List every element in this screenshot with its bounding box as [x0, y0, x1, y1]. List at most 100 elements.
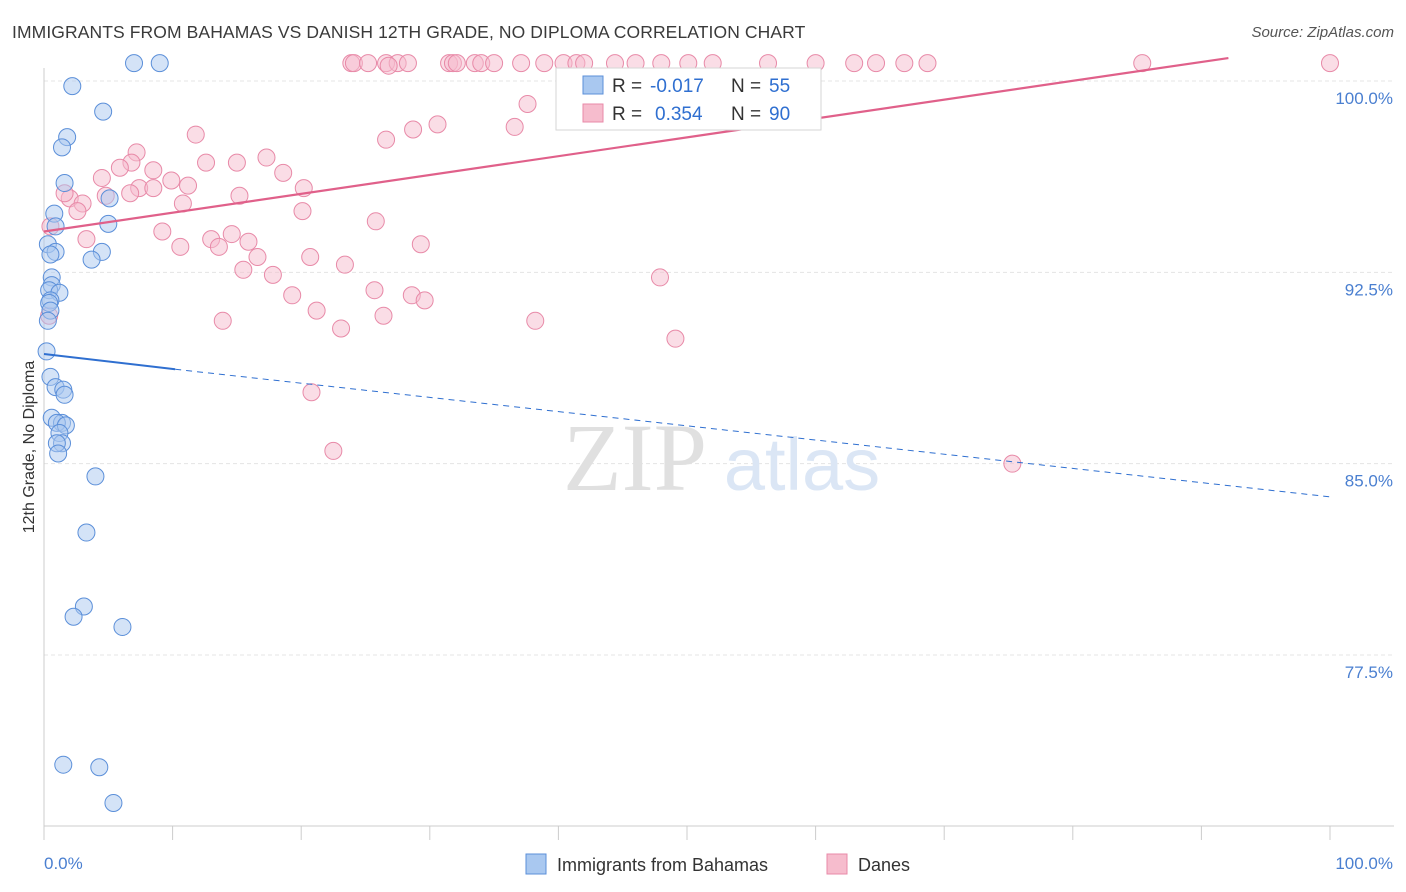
- danes-point-38: [186, 125, 205, 144]
- danes-point-86: [526, 311, 545, 330]
- danes-point-66: [222, 225, 241, 244]
- danes-point-13: [535, 54, 554, 73]
- danes-point-72: [411, 235, 430, 254]
- bahamas-r-value: -0.017: [650, 76, 704, 97]
- danes-point-46: [144, 161, 163, 180]
- danes-point-47: [274, 163, 293, 182]
- bahamas-point-36: [49, 444, 68, 463]
- bahamas-point-24: [37, 342, 56, 361]
- danes-point-79: [365, 281, 384, 300]
- danes-point-69: [239, 232, 258, 251]
- danes-point-85: [213, 311, 232, 330]
- legend-bahamas-label: Immigrants from Bahamas: [557, 855, 768, 875]
- bahamas-point-41: [113, 617, 132, 636]
- bahamas-r-label: R =: [612, 76, 642, 97]
- danes-point-74: [301, 248, 320, 267]
- danes-point-80: [283, 286, 302, 305]
- danes-point-45: [110, 158, 129, 177]
- bahamas-point-40: [64, 607, 83, 626]
- danes-point-89: [302, 383, 321, 402]
- danes-swatch: [582, 103, 604, 123]
- chart-title: IMMIGRANTS FROM BAHAMAS VS DANISH 12TH G…: [12, 22, 806, 42]
- bahamas-points: [37, 54, 169, 812]
- danes-point-87: [332, 319, 351, 338]
- legend-danes-label: Danes: [858, 855, 910, 875]
- danes-point-73: [248, 248, 267, 267]
- bahamas-n-label: N =: [731, 76, 761, 97]
- danes-point-42: [227, 153, 246, 172]
- danes-point-75: [335, 255, 354, 274]
- bahamas-point-28: [55, 385, 74, 404]
- legend-danes-swatch: [826, 853, 848, 875]
- danes-point-29: [1321, 54, 1339, 73]
- danes-point-83: [307, 301, 326, 320]
- bahamas-point-13: [41, 245, 60, 264]
- danes-point-5: [398, 54, 417, 73]
- bahamas-point-2: [63, 77, 82, 96]
- danes-point-67: [77, 230, 96, 249]
- x-tick-label-0: 0.0%: [44, 854, 83, 873]
- x-tick-labels: 0.0% 100.0%: [44, 854, 1393, 873]
- danes-point-70: [209, 237, 228, 256]
- bahamas-point-42: [54, 755, 73, 774]
- bahamas-trend-solid: [43, 352, 176, 371]
- watermark: ZIP atlas: [563, 404, 880, 511]
- danes-point-63: [366, 212, 385, 231]
- danes-point-82: [415, 291, 434, 310]
- bahamas-swatch: [582, 75, 604, 95]
- bahamas-point-6: [55, 174, 74, 193]
- danes-r-label: R =: [612, 104, 642, 125]
- bahamas-point-10: [46, 217, 65, 236]
- danes-point-30: [379, 56, 398, 75]
- bahamas-point-38: [77, 523, 96, 542]
- gridlines: [44, 80, 1394, 656]
- danes-point-2: [359, 54, 378, 73]
- danes-point-44: [197, 153, 216, 172]
- danes-point-62: [293, 202, 312, 221]
- y-tick-label-1: 92.5%: [1345, 280, 1393, 299]
- danes-point-33: [518, 94, 537, 113]
- danes-point-91: [1003, 454, 1022, 473]
- danes-point-77: [263, 265, 282, 284]
- source-label: Source: ZipAtlas.com: [1251, 24, 1394, 41]
- danes-point-35: [428, 115, 447, 134]
- danes-point-78: [650, 268, 669, 287]
- danes-point-11: [485, 54, 504, 73]
- stats-legend: R = -0.017 N = 55 R = 0.354 N = 90: [555, 67, 822, 131]
- x-tick-label-1: 100.0%: [1335, 854, 1393, 873]
- axes: [43, 68, 1394, 840]
- danes-n-label: N =: [731, 104, 761, 125]
- danes-point-55: [144, 179, 163, 198]
- danes-point-71: [171, 237, 190, 256]
- bahamas-point-37: [86, 467, 105, 486]
- danes-point-12: [512, 54, 531, 73]
- watermark-atlas: atlas: [724, 423, 880, 506]
- y-tick-label-3: 77.5%: [1345, 663, 1393, 682]
- danes-point-90: [324, 441, 343, 460]
- bahamas-point-44: [104, 793, 123, 812]
- danes-n-value: 90: [769, 104, 790, 125]
- bahamas-point-7: [100, 189, 119, 208]
- danes-point-26: [895, 54, 914, 73]
- bahamas-trend-dashed: [175, 368, 1331, 498]
- trend-lines: [43, 56, 1331, 498]
- danes-point-25: [867, 54, 886, 73]
- bahamas-point-15: [82, 250, 101, 269]
- danes-trend: [43, 56, 1229, 233]
- y-tick-label-2: 85.0%: [1345, 472, 1393, 491]
- danes-point-56: [121, 184, 140, 203]
- watermark-zip: ZIP: [563, 404, 707, 511]
- series-legend: Immigrants from Bahamas Danes: [525, 853, 910, 875]
- danes-point-88: [666, 329, 685, 348]
- danes-point-49: [162, 171, 181, 190]
- bahamas-point-0: [125, 54, 144, 73]
- danes-point-61: [68, 202, 87, 221]
- y-tick-label-0: 100.0%: [1335, 89, 1393, 108]
- danes-point-50: [179, 176, 198, 195]
- legend-bahamas-swatch: [525, 853, 547, 875]
- bahamas-point-3: [94, 102, 113, 121]
- danes-point-24: [845, 54, 864, 73]
- danes-point-76: [234, 260, 253, 279]
- bahamas-point-23: [38, 311, 57, 330]
- bahamas-n-value: 55: [769, 76, 790, 97]
